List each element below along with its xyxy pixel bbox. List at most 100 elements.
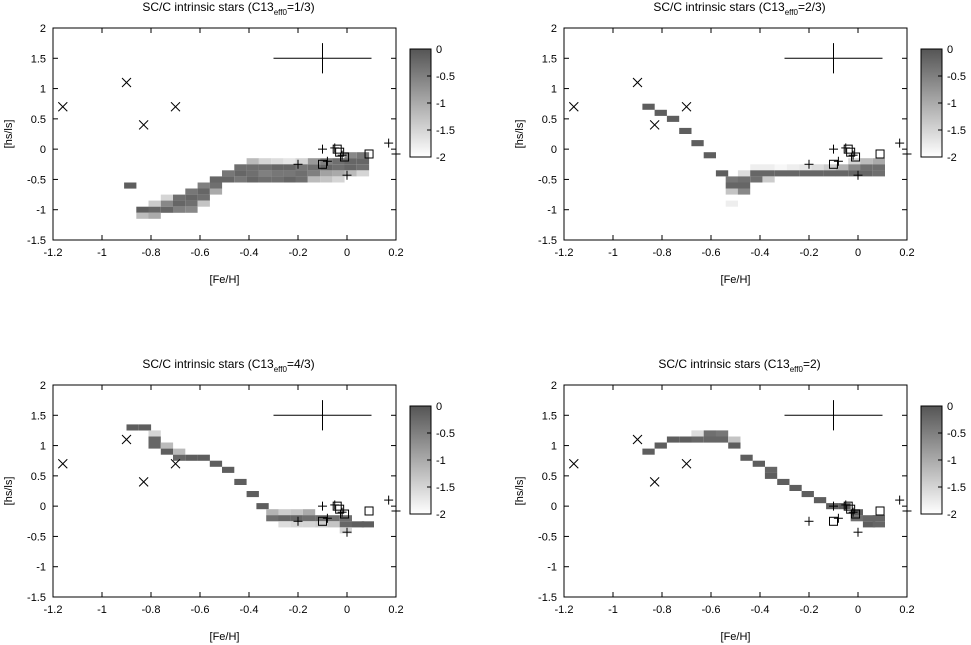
square-marker [332, 144, 342, 154]
heatmap-cell [848, 164, 861, 171]
x-axis-label: [Fe/H] [210, 274, 240, 286]
heatmap-cell [737, 176, 751, 183]
heatmap-cell [356, 158, 370, 165]
heatmap-cell [332, 164, 345, 171]
heatmap-cell [679, 436, 692, 443]
heatmap-cell [246, 176, 259, 183]
heatmap-cell [725, 182, 738, 189]
heatmap-cell [351, 521, 365, 528]
heatmap-cell [872, 164, 885, 171]
plot-frame [52, 384, 397, 598]
plus-marker [391, 506, 401, 516]
y-axis-label: [hs/ls] [3, 477, 15, 506]
heatmap-cell [283, 176, 296, 183]
x-marker-stroke [632, 77, 643, 88]
chart-title: SC/C intrinsic stars (C13eff0=1/3) [142, 0, 314, 17]
colorbar-tick-label: -1.5 [436, 125, 455, 137]
heatmap-cell [356, 170, 370, 177]
square-marker [829, 159, 838, 169]
plus-marker [337, 507, 347, 517]
plus-marker [902, 506, 912, 516]
heatmap-cell [654, 109, 667, 116]
x-tick-label: 0.2 [899, 247, 914, 259]
colorbar-tick-label: -1.5 [436, 482, 455, 494]
x-marker-stroke [568, 101, 579, 112]
y-tick-label: -1.5 [538, 592, 557, 604]
heatmap-cell [762, 164, 775, 171]
square-marker [364, 506, 374, 516]
chart-title-rest: =2/3) [798, 0, 826, 14]
square-marker [364, 149, 374, 159]
square-marker [851, 509, 861, 519]
x-marker-stroke [681, 101, 692, 112]
heatmap-cell [872, 515, 885, 522]
heatmap-cell [283, 164, 296, 171]
y-tick-label: 0 [40, 501, 46, 513]
y-tick-label: 0 [551, 501, 557, 513]
heatmap-cell [234, 478, 247, 485]
y-tick-label: 0 [40, 144, 46, 156]
heatmap-cell [750, 170, 763, 177]
square-marker [340, 152, 350, 162]
plus-marker [829, 501, 838, 511]
heatmap-cell [185, 194, 198, 201]
heatmap-cell [762, 170, 775, 177]
heatmap-cell [801, 491, 814, 498]
heatmap-cell [173, 454, 186, 461]
heatmap-cell [703, 430, 716, 437]
y-axis-label: [hs/ls] [514, 120, 526, 149]
y-tick-label: -0.5 [27, 174, 46, 186]
heatmap-cell [197, 454, 210, 461]
x-marker-stroke [57, 458, 68, 469]
heatmap-cell [173, 206, 186, 213]
y-tick-label: 1.5 [542, 53, 557, 65]
y-tick-label: 2 [551, 380, 557, 392]
x-tick-label: -0.2 [800, 604, 819, 616]
y-tick-label: -1.5 [27, 592, 46, 604]
x-tick-label: 0.2 [388, 604, 403, 616]
heatmap-cell [315, 521, 328, 528]
colorbar-tick-label: -2 [947, 152, 957, 164]
heatmap-cell [872, 158, 885, 165]
heatmap-cell [703, 152, 716, 159]
heatmap-cell [266, 509, 279, 516]
y-tick-label: -0.5 [538, 174, 557, 186]
heatmap-cell [307, 176, 321, 183]
heatmap-cell [356, 152, 370, 159]
x-marker [568, 458, 579, 469]
heatmap-cell [835, 164, 849, 171]
heatmap-cell [256, 503, 269, 510]
y-axis-label: [hs/ls] [514, 477, 526, 506]
heatmap-cell [160, 206, 174, 213]
heatmap-cell [725, 200, 738, 207]
x-tick-label: 0 [344, 247, 350, 259]
chart-title-subscript: eff0 [790, 365, 804, 374]
heatmap-cell [197, 194, 210, 201]
x-tick-label: -1 [97, 247, 107, 259]
plus-marker [853, 170, 863, 180]
x-tick-label: -0.4 [751, 604, 770, 616]
heatmap-cell [813, 497, 827, 504]
chart-title: SC/C intrinsic stars (C13eff0=2/3) [653, 0, 825, 17]
chart-title-subscript: eff0 [274, 8, 288, 17]
x-axis-label: [Fe/H] [210, 631, 240, 643]
plus-marker [804, 159, 814, 169]
x-marker [632, 434, 643, 445]
heatmap-cell [271, 164, 284, 171]
heatmap-cell [872, 521, 885, 528]
heatmap-cell [148, 430, 161, 437]
plus-marker [895, 138, 905, 148]
heatmap-cell [234, 176, 247, 183]
x-tick-label: -0.8 [653, 247, 672, 259]
x-marker [57, 101, 68, 112]
x-marker-stroke [121, 434, 132, 445]
heatmap-cell [848, 170, 861, 177]
heatmap-cell [666, 436, 680, 443]
x-tick-label: -0.8 [142, 247, 161, 259]
heatmap-cell [278, 521, 291, 528]
x-marker [649, 120, 660, 130]
heatmap-cell [246, 170, 259, 177]
x-marker-stroke [568, 458, 579, 469]
heatmap-cell [160, 448, 174, 455]
heatmap-cell [777, 478, 790, 485]
